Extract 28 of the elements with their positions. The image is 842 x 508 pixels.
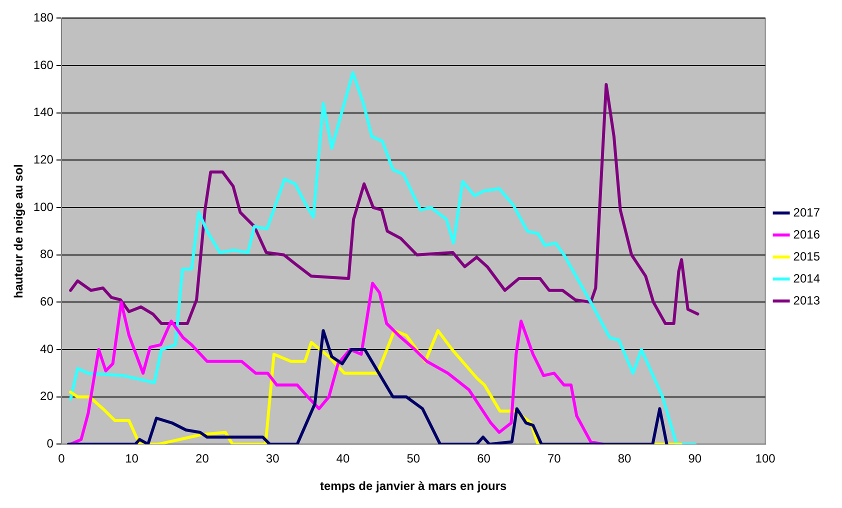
y-tick-label: 80	[40, 247, 54, 262]
x-tick-label: 0	[58, 452, 66, 466]
x-tick-label: 100	[755, 452, 776, 466]
x-tick-label: 10	[125, 452, 139, 466]
legend-label: 2016	[793, 227, 820, 242]
y-tick-label: 60	[40, 294, 54, 309]
y-tick-label: 0	[46, 436, 54, 451]
x-tick-label: 50	[406, 452, 420, 466]
x-tick-label: 70	[547, 452, 562, 466]
y-tick-label: 100	[33, 200, 54, 214]
x-tick-label: 60	[477, 452, 491, 466]
x-tick-label: 90	[688, 452, 702, 466]
x-tick-label: 80	[618, 452, 632, 466]
y-tick-label: 120	[33, 152, 54, 167]
x-tick-label: 40	[336, 452, 350, 466]
legend-label: 2015	[793, 249, 820, 264]
legend-label: 2013	[793, 293, 820, 308]
y-axis-title: hauteur de neige au sol	[12, 164, 26, 298]
y-tick-label: 40	[40, 342, 54, 356]
x-axis-title: temps de janvier à mars en jours	[320, 479, 508, 494]
y-tick-label: 20	[40, 389, 54, 404]
y-tick-label: 140	[33, 105, 54, 120]
legend-label: 2017	[793, 205, 820, 220]
x-tick-label: 20	[196, 452, 210, 466]
x-tick-label: 30	[266, 452, 280, 466]
legend-label: 2014	[793, 271, 820, 286]
y-tick-label: 160	[33, 58, 54, 72]
y-tick-label: 180	[33, 10, 54, 25]
